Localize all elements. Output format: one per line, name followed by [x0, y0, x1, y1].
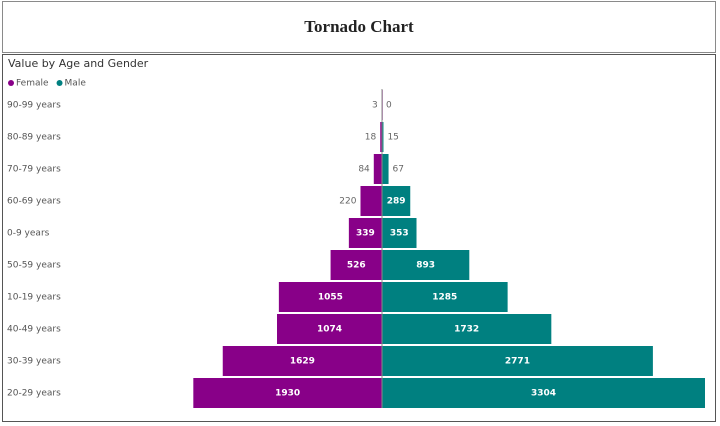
data-label: 67	[393, 165, 404, 175]
bar	[382, 186, 411, 216]
y-tick-label: 90-99 years	[7, 101, 61, 111]
bar	[382, 314, 552, 344]
legend-label: Female	[16, 79, 49, 89]
bar	[382, 154, 389, 184]
data-label: 15	[387, 133, 398, 143]
data-label: 3	[372, 101, 378, 111]
bar	[373, 154, 382, 184]
y-tick-label: 50-59 years	[7, 261, 61, 271]
chart-frame	[2, 54, 716, 422]
y-tick-label: 10-19 years	[7, 293, 61, 303]
data-label: 526	[347, 261, 366, 271]
bar	[348, 218, 382, 248]
y-tick-label: 30-39 years	[7, 357, 61, 367]
bar	[382, 250, 470, 280]
y-tick-label: 60-69 years	[7, 197, 61, 207]
bar	[193, 378, 382, 408]
data-label: 84	[358, 165, 370, 175]
data-label: 1285	[432, 293, 457, 303]
data-label: 2771	[505, 357, 530, 367]
data-label: 1930	[275, 389, 300, 399]
y-tick-label: 20-29 years	[7, 389, 61, 399]
data-label: 289	[387, 197, 406, 207]
bar	[382, 122, 384, 152]
bar	[382, 378, 705, 408]
data-label: 1055	[318, 293, 343, 303]
data-label: 353	[390, 229, 409, 239]
data-label: 893	[416, 261, 435, 271]
data-label: 1629	[290, 357, 315, 367]
y-tick-label: 0-9 years	[7, 229, 50, 239]
data-label: 18	[365, 133, 377, 143]
page-title: Tornado Chart	[304, 17, 414, 36]
y-tick-label: 80-89 years	[7, 133, 61, 143]
data-label: 339	[356, 229, 375, 239]
data-label: 0	[386, 101, 392, 111]
header: Tornado Chart	[2, 1, 716, 53]
chart: Value by Age and Gender Female Male 90-99 …	[2, 54, 716, 422]
bar	[382, 218, 417, 248]
legend-swatch	[56, 80, 63, 86]
data-label: 1732	[454, 325, 479, 335]
data-label: 1074	[317, 325, 342, 335]
y-tick-label: 70-79 years	[7, 165, 61, 175]
bar	[278, 282, 382, 312]
bar	[222, 346, 382, 376]
bar	[380, 122, 382, 152]
legend-label: Male	[65, 79, 87, 89]
bar	[382, 346, 653, 376]
chart-title: Value by Age and Gender	[8, 57, 149, 70]
bar	[330, 250, 382, 280]
bar	[360, 186, 382, 216]
bar	[277, 314, 382, 344]
bar	[382, 282, 508, 312]
data-label: 220	[339, 197, 356, 207]
y-tick-label: 40-49 years	[7, 325, 61, 335]
legend-swatch	[8, 80, 14, 86]
data-label: 3304	[531, 389, 556, 399]
